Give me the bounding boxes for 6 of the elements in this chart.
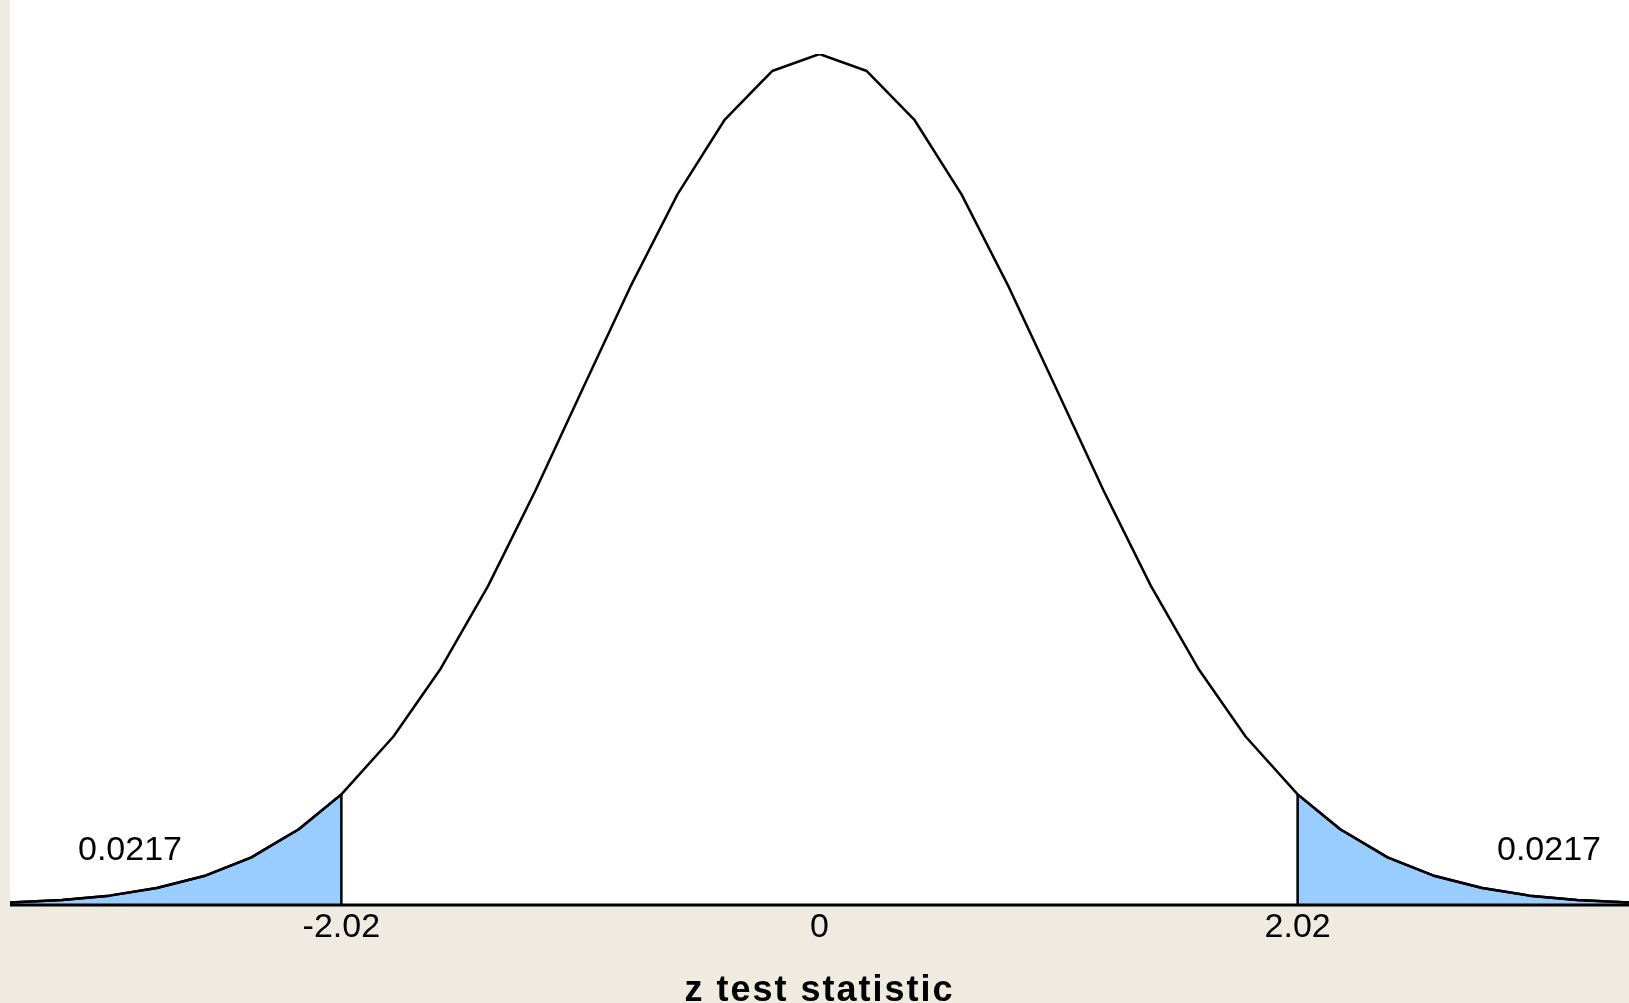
annotation: 0.0217: [1497, 828, 1601, 868]
annotation: 0.0217: [78, 828, 182, 868]
x-tick-label: 2.02: [1264, 906, 1331, 945]
x-tick-label: 0: [810, 906, 829, 945]
x-tick-label: -2.02: [302, 906, 381, 945]
x-axis-title: z test statistic: [684, 968, 955, 1003]
